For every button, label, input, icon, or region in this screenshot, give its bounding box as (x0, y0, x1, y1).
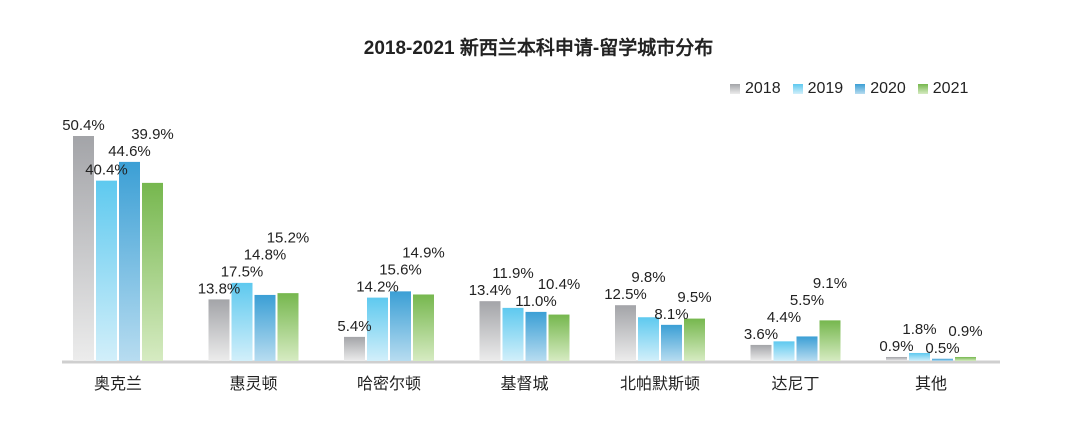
category-label: 其他 (915, 375, 947, 393)
data-label: 9.5% (677, 289, 711, 306)
legend-item: 2020 (855, 80, 906, 98)
data-label: 14.2% (356, 279, 399, 296)
legend-swatch (855, 84, 866, 94)
bar-2021 (277, 293, 299, 361)
bar-2019 (638, 317, 659, 361)
data-label: 9.1% (813, 275, 847, 292)
bar-2018 (344, 336, 365, 361)
data-label: 8.1% (654, 306, 688, 323)
data-label: 39.9% (131, 126, 174, 143)
bar-2018 (615, 305, 636, 361)
bar-2020 (661, 324, 682, 361)
legend-item: 2019 (792, 80, 844, 98)
bar-2019 (502, 307, 524, 361)
data-label: 0.9% (879, 338, 913, 355)
bar-2018 (479, 301, 501, 361)
data-label: 10.4% (538, 276, 581, 293)
data-label: 11.0% (515, 293, 556, 310)
data-label: 4.4% (767, 309, 801, 326)
data-label: 14.8% (244, 246, 287, 263)
bar-2018 (73, 136, 94, 361)
bar-2020 (119, 161, 140, 361)
bar-2019 (96, 180, 117, 361)
data-label: 5.4% (337, 318, 371, 335)
bar-2019 (367, 297, 388, 361)
bar-2020 (390, 291, 411, 361)
bar-2019 (773, 341, 795, 361)
data-label: 3.6% (744, 326, 778, 343)
data-label: 11.9% (492, 265, 533, 282)
legend-item: 2018 (730, 80, 781, 98)
bar-2020 (796, 336, 818, 361)
data-label: 12.5% (604, 286, 647, 303)
data-label: 40.4% (85, 162, 128, 179)
legend: 2018 2019 2020 2021 (730, 80, 968, 98)
bar-2021 (819, 320, 841, 361)
bar-2020 (525, 311, 547, 361)
bar-2021 (142, 182, 163, 361)
data-label: 5.5% (790, 292, 824, 309)
bar-2021 (684, 318, 705, 361)
legend-label: 2018 (745, 80, 781, 97)
bar-2019 (909, 352, 930, 361)
data-label: 15.2% (267, 229, 310, 246)
category-label: 惠灵顿 (229, 375, 277, 393)
bar-2018 (208, 299, 230, 361)
category-label: 基督城 (500, 375, 548, 393)
bar-2021 (955, 356, 976, 361)
bar-2018 (750, 344, 772, 361)
legend-label: 2021 (932, 80, 969, 97)
legend-item: 2021 (917, 80, 969, 98)
bar-2018 (886, 356, 907, 361)
data-label: 1.8% (902, 321, 936, 338)
data-label: 13.4% (469, 282, 512, 299)
legend-swatch (730, 84, 740, 94)
legend-label: 2020 (870, 80, 906, 97)
data-label: 50.4% (62, 117, 105, 134)
data-label: 0.5% (925, 340, 959, 357)
data-label: 14.9% (402, 245, 445, 262)
legend-swatch (917, 84, 928, 94)
bar-2021 (413, 294, 434, 361)
bar-2020 (254, 294, 276, 361)
bar-2021 (548, 314, 570, 361)
category-label: 北帕默斯顿 (620, 375, 700, 393)
data-label: 9.8% (631, 269, 665, 286)
category-label: 奥克兰 (94, 375, 142, 393)
data-label: 44.6% (108, 143, 151, 160)
bar-2019 (231, 282, 253, 361)
category-label: 达尼丁 (771, 375, 819, 393)
category-label: 哈密尔顿 (357, 375, 421, 393)
data-label: 17.5% (221, 263, 264, 280)
legend-label: 2019 (807, 80, 844, 97)
bar-2020 (932, 358, 953, 361)
data-label: 0.9% (948, 323, 982, 340)
data-label: 13.8% (198, 280, 241, 297)
chart-title: 2018-2021 新西兰本科申请-留学城市分布 (363, 38, 714, 59)
data-label: 15.6% (379, 262, 422, 279)
legend-swatch (792, 84, 803, 94)
